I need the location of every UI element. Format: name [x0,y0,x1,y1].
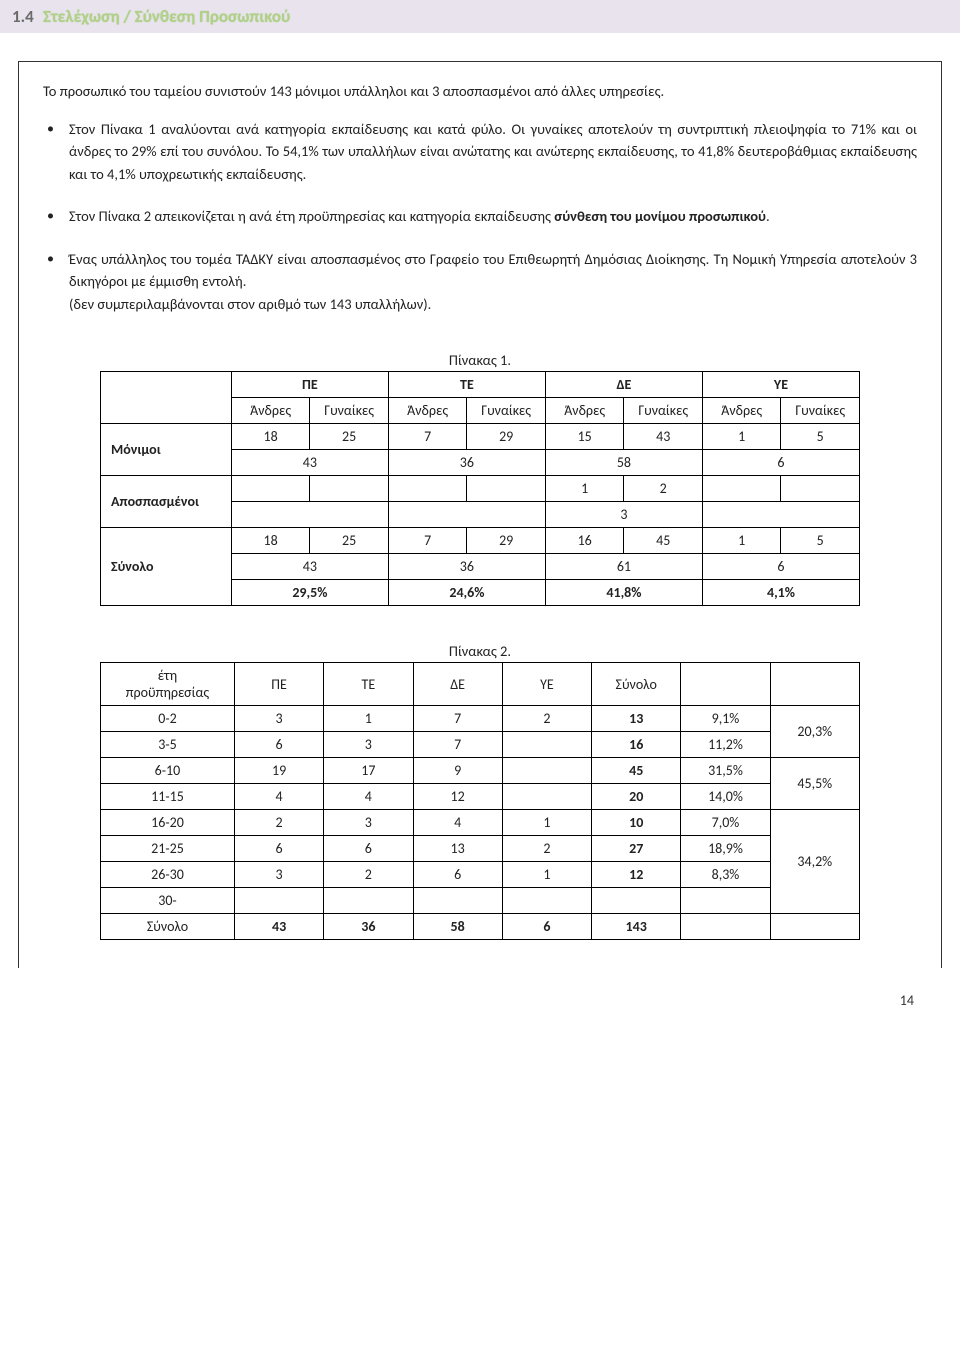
table-row: 6-10 19 17 9 45 31,5% 45,5% [101,758,860,784]
t1-row-apospasmenoi: Αποσπασμένοι [101,476,232,528]
t1-row-monimoi: Μόνιμοι [101,424,232,476]
content-frame: Το προσωπικό του ταμείου συνιστούν 143 μ… [18,61,942,968]
table-2: έτη προϋπηρεσίας ΠΕ ΤΕ ΔΕ ΥΕ Σύνολο 0-2 … [100,662,860,940]
table-row: 21-25 6 6 13 2 27 18,9% [101,836,860,862]
section-title: Στελέχωση / Σύνθεση Προσωπικού [43,6,290,27]
t1-head-de: ΔΕ [545,372,702,398]
section-heading: 1.4 Στελέχωση / Σύνθεση Προσωπικού [0,0,960,33]
intro-text: Το προσωπικό του ταμείου συνιστούν 143 μ… [43,82,917,100]
table-row: 26-30 3 2 6 1 12 8,3% [101,862,860,888]
table-1: ΠΕ ΤΕ ΔΕ ΥΕ ΆνδρεςΓυναίκες ΆνδρεςΓυναίκε… [100,371,860,606]
section-number: 1.4 [12,6,34,27]
bullet-3: Ένας υπάλληλος του τομέα ΤΑΔΚΥ είναι απο… [43,248,917,315]
t1-row-synolo: Σύνολο [101,528,232,606]
table2-caption: Πίνακας 2. [43,642,917,660]
t1-head-ye: ΥΕ [702,372,859,398]
t1-head-te: ΤΕ [388,372,545,398]
bullet-2: Στον Πίνακα 2 απεικονίζεται η ανά έτη πρ… [43,205,917,227]
table-row: 11-15 4 4 12 20 14,0% [101,784,860,810]
t2-head-years: έτη προϋπηρεσίας [101,663,235,706]
table-row: 30- [101,888,860,914]
bullet-1: Στον Πίνακα 1 αναλύονται ανά κατηγορία ε… [43,118,917,185]
page-number: 14 [0,968,960,1021]
table-row: 0-2 3 1 7 2 13 9,1% 20,3% [101,706,860,732]
bullet-list: Στον Πίνακα 1 αναλύονται ανά κατηγορία ε… [43,118,917,315]
t2-total-row: Σύνολο 43 36 58 6 143 [101,914,860,940]
table1-caption: Πίνακας 1. [43,351,917,369]
table-row: 3-5 6 3 7 16 11,2% [101,732,860,758]
t1-head-pe: ΠΕ [231,372,388,398]
table-row: 16-20 2 3 4 1 10 7,0% 34,2% [101,810,860,836]
